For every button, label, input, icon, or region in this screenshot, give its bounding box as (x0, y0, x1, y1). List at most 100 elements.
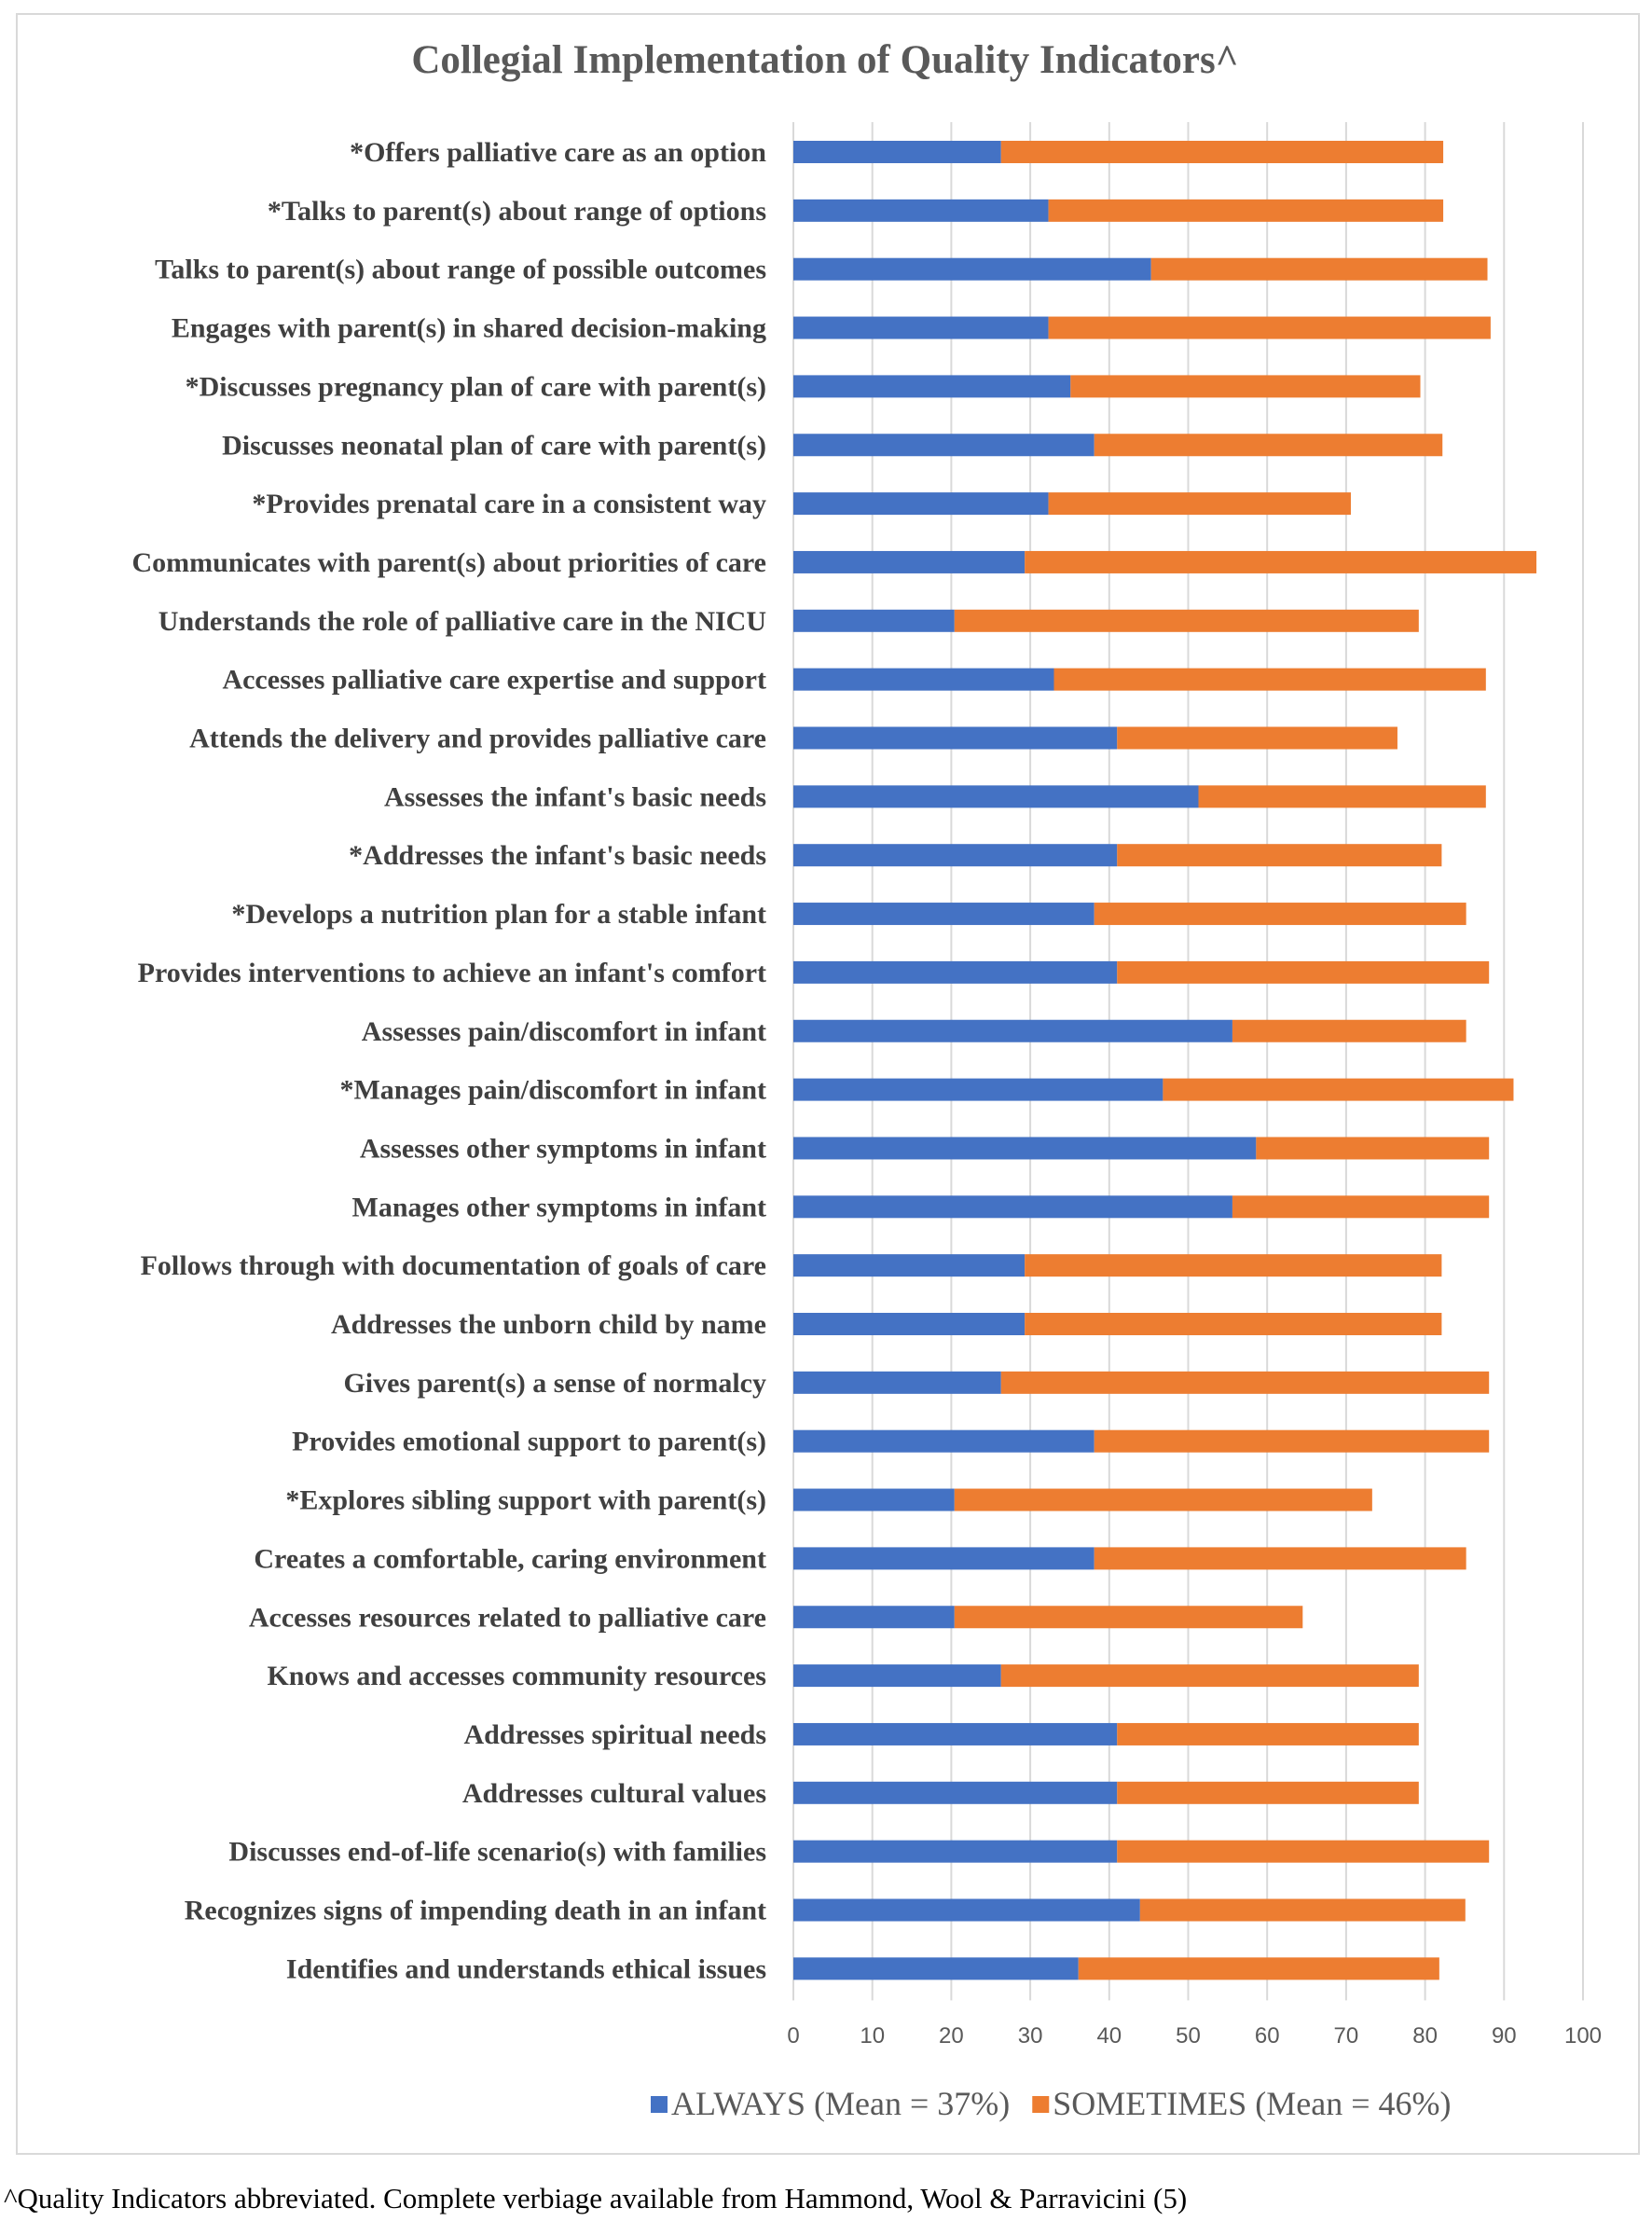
category-label: *Talks to parent(s) about range of optio… (268, 196, 766, 227)
bar-always (793, 1371, 1001, 1394)
bar-sometimes (1048, 199, 1444, 222)
bar-sometimes (1048, 316, 1491, 339)
category-label: Follows through with documentation of go… (141, 1250, 766, 1281)
bar-always (793, 1137, 1257, 1160)
bar-always (793, 492, 1049, 516)
category-label: *Develops a nutrition plan for a stable … (231, 899, 766, 930)
bar-always (793, 903, 1094, 926)
category-label: Communicates with parent(s) about priori… (132, 547, 766, 578)
x-tick-label: 100 (1564, 2023, 1602, 2049)
category-label: Understands the role of palliative care … (158, 606, 766, 637)
x-tick-label: 60 (1255, 2023, 1280, 2049)
bar-always (793, 1254, 1026, 1277)
category-label: Attends the delivery and provides pallia… (189, 724, 766, 754)
legend-swatch-sometimes (1032, 2096, 1050, 2113)
bar-sometimes (1150, 257, 1488, 281)
category-label: Knows and accesses community resources (267, 1661, 766, 1691)
category-label: Discusses neonatal plan of care with par… (222, 430, 766, 461)
category-label: Talks to parent(s) about range of possib… (155, 255, 766, 285)
bar-sometimes (1078, 1957, 1439, 1980)
bar-always (793, 1195, 1232, 1219)
chart-title: Collegial Implementation of Quality Indi… (411, 38, 1238, 82)
bar-always (793, 1606, 955, 1629)
bars (793, 141, 1537, 1980)
bar-sometimes (1232, 1019, 1466, 1042)
legend-label-always: ALWAYS (Mean = 37%) (671, 2085, 1010, 2122)
bar-sometimes (1139, 1898, 1466, 1922)
bar-always (793, 1313, 1026, 1335)
bar-sometimes (1094, 1547, 1466, 1570)
bar-sometimes (954, 609, 1419, 632)
x-tick-label: 20 (939, 2023, 964, 2049)
bar-sometimes (1232, 1195, 1490, 1219)
bar-sometimes (954, 1606, 1303, 1629)
category-label: Gives parent(s) a sense of normalcy (343, 1368, 766, 1399)
category-label: Creates a comfortable, caring environmen… (254, 1543, 766, 1574)
bar-sometimes (1117, 960, 1490, 984)
bar-sometimes (1053, 668, 1486, 691)
category-label: Assesses pain/discomfort in infant (362, 1016, 766, 1047)
bar-always (793, 1898, 1140, 1922)
bar-sometimes (1094, 434, 1443, 457)
x-tick-label: 80 (1412, 2023, 1438, 2049)
bar-always (793, 1781, 1118, 1804)
bar-always (793, 609, 955, 632)
category-label: Assesses other symptoms in infant (360, 1133, 766, 1164)
bar-sometimes (1000, 141, 1444, 163)
bar-sometimes (1094, 903, 1466, 926)
bar-always (793, 1840, 1118, 1863)
bar-always (793, 1019, 1232, 1042)
bar-always (793, 434, 1094, 457)
x-tick-label: 10 (860, 2023, 885, 2049)
category-label: Identifies and understands ethical issue… (286, 1953, 766, 1984)
bar-sometimes (1025, 1313, 1442, 1335)
bar-always (793, 199, 1049, 222)
category-label: Addresses spiritual needs (464, 1719, 767, 1750)
bar-sometimes (1070, 375, 1421, 398)
bar-sometimes (1117, 726, 1397, 750)
legend: ALWAYS (Mean = 37%) SOMETIMES (Mean = 46%… (651, 2085, 1452, 2122)
category-label: *Explores sibling support with parent(s) (285, 1485, 766, 1516)
bar-sometimes (1094, 1429, 1490, 1453)
bar-always (793, 1957, 1079, 1980)
bar-sometimes (1117, 844, 1442, 867)
category-label: Provides interventions to achieve an inf… (138, 958, 766, 988)
category-label: Assesses the infant's basic needs (384, 781, 766, 812)
bar-always (793, 316, 1049, 339)
category-label: *Provides prenatal care in a consistent … (252, 489, 766, 519)
bar-sometimes (1000, 1371, 1490, 1394)
category-label: *Offers palliative care as an option (350, 137, 766, 168)
category-label: Accesses resources related to palliative… (249, 1602, 766, 1633)
bar-sometimes (1163, 1078, 1514, 1101)
bar-sometimes (1025, 1254, 1442, 1277)
category-label: Manages other symptoms in infant (352, 1192, 766, 1222)
bar-sometimes (1025, 550, 1537, 573)
x-axis-ticks: 0 10 20 30 40 50 60 70 80 90 100 (787, 2023, 1602, 2049)
bar-always (793, 1488, 955, 1511)
category-label: Accesses palliative care expertise and s… (222, 665, 766, 696)
bar-always (793, 726, 1118, 750)
category-label: Provides emotional support to parent(s) (292, 1427, 766, 1457)
category-labels: *Offers palliative care as an option *Tal… (132, 137, 767, 1984)
bar-always (793, 141, 1001, 163)
bar-always (793, 960, 1118, 984)
bar-always (793, 1664, 1001, 1688)
bar-sometimes (954, 1488, 1372, 1511)
bar-sometimes (1256, 1137, 1490, 1160)
bar-sometimes (1000, 1664, 1419, 1688)
bar-always (793, 1547, 1094, 1570)
bar-always (793, 1078, 1163, 1101)
x-tick-label: 40 (1096, 2023, 1122, 2049)
bar-always (793, 375, 1071, 398)
x-tick-label: 90 (1492, 2023, 1517, 2049)
category-label: Engages with parent(s) in shared decisio… (172, 313, 766, 344)
bar-always (793, 1429, 1094, 1453)
category-label: *Manages pain/discomfort in infant (339, 1075, 766, 1106)
category-label: Addresses cultural values (462, 1778, 766, 1809)
category-label: *Discusses pregnancy plan of care with p… (186, 371, 766, 402)
x-tick-label: 50 (1176, 2023, 1201, 2049)
legend-swatch-always (651, 2096, 668, 2113)
bar-always (793, 1722, 1118, 1745)
category-label: Addresses the unborn child by name (331, 1309, 766, 1340)
